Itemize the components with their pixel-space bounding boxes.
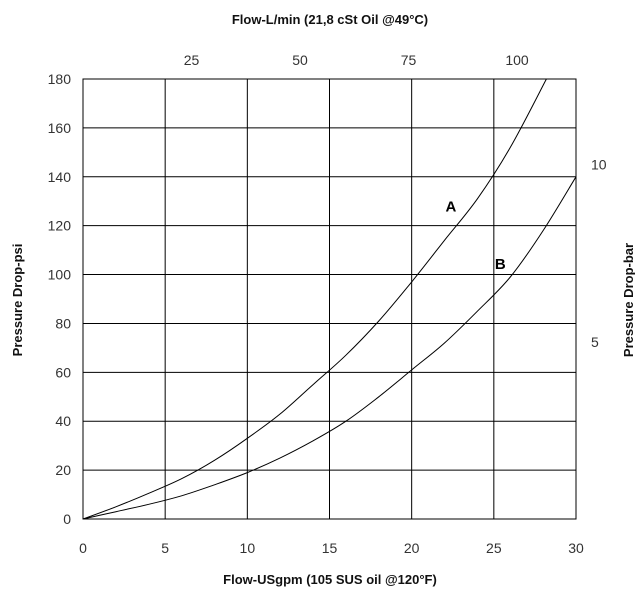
top-axis-title: Flow-L/min (21,8 cSt Oil @49°C) (232, 12, 428, 27)
x-tick-label: 5 (161, 540, 169, 556)
series-b-line (82, 176, 577, 520)
plot-frame (82, 78, 577, 520)
y-tick-label: 160 (48, 120, 72, 136)
x-tick-label: 0 (79, 540, 87, 556)
grid (83, 79, 576, 519)
y-tick-label: 80 (55, 315, 71, 331)
x-tick-label: 15 (322, 540, 338, 556)
y-tick-label: 120 (48, 218, 72, 234)
y-tick-label: 140 (48, 169, 72, 185)
y2-tick-label: 10 (591, 157, 607, 173)
y-tick-label: 0 (63, 511, 71, 527)
y-tick-label: 100 (48, 267, 72, 283)
series-b-label: B (495, 256, 506, 273)
bottom-axis-title: Flow-USgpm (105 SUS oil @120°F) (223, 572, 437, 587)
right-axis-title: Pressure Drop-bar (621, 243, 635, 357)
x-tick-label: 30 (568, 540, 584, 556)
y-tick-label: 40 (55, 413, 71, 429)
y-tick-label: 20 (55, 462, 71, 478)
y-tick-label: 180 (48, 71, 72, 87)
x-tick-label: 25 (486, 540, 502, 556)
tick-labels: 0 5 10 15 20 25 30 0 20 40 60 80 100 120 140 160 180 25 50… (48, 52, 607, 556)
series-a-label: A (446, 199, 457, 216)
curve-labels: AB (446, 199, 506, 273)
x2-tick-label: 75 (401, 52, 417, 68)
x2-tick-label: 100 (505, 52, 529, 68)
x-tick-label: 10 (240, 540, 256, 556)
series-curves (82, 78, 577, 520)
x2-tick-label: 50 (292, 52, 308, 68)
left-axis-title: Pressure Drop-psi (10, 244, 25, 357)
x-tick-label: 20 (404, 540, 420, 556)
series-a-line (82, 78, 547, 520)
x2-tick-label: 25 (184, 52, 200, 68)
y2-tick-label: 5 (591, 334, 599, 350)
y-tick-label: 60 (55, 364, 71, 380)
